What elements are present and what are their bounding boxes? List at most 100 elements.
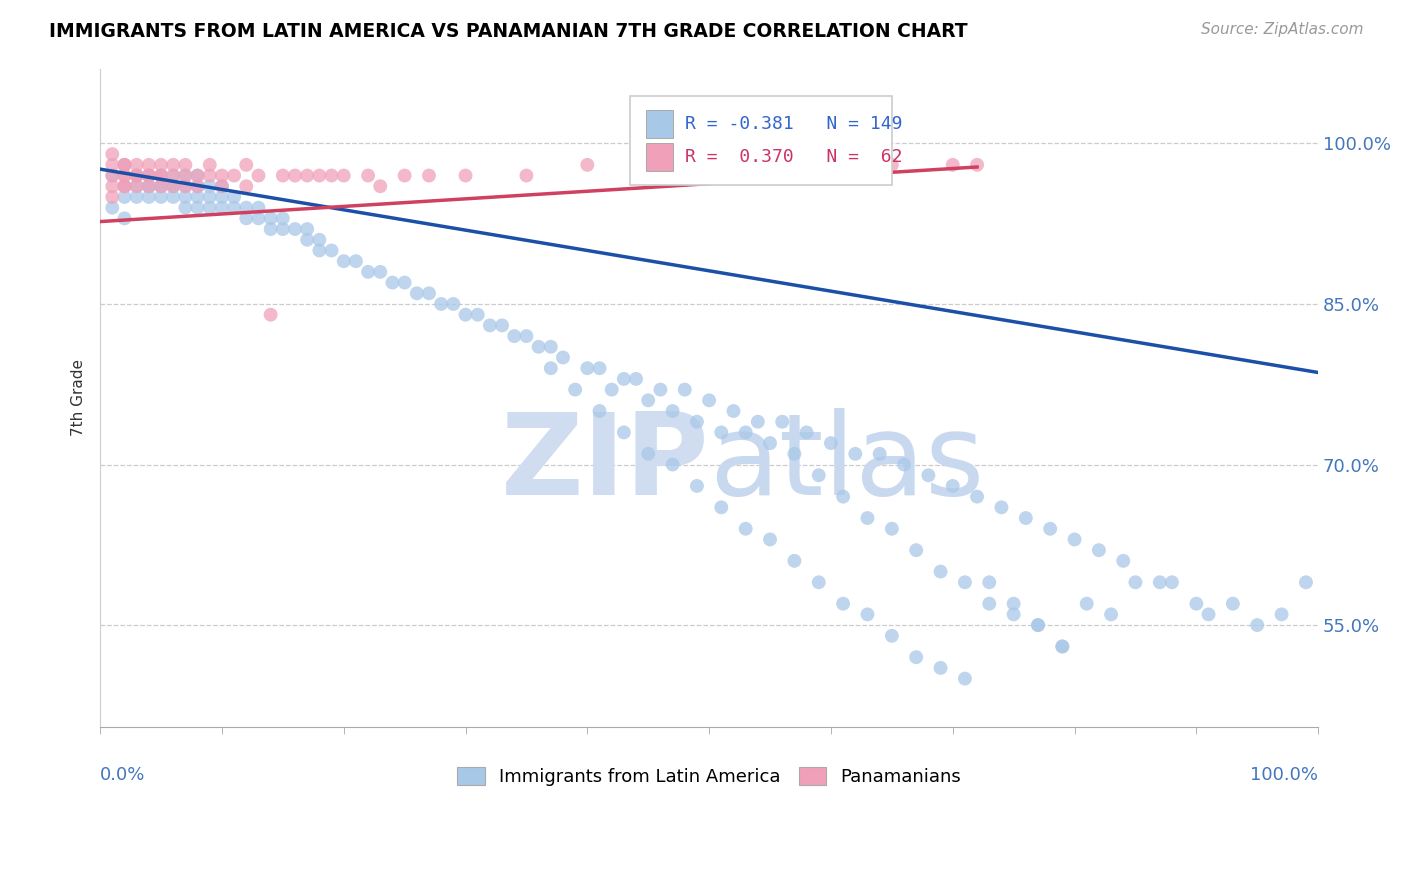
Point — [162, 158, 184, 172]
Point — [807, 575, 830, 590]
Point — [198, 169, 221, 183]
Point — [576, 158, 599, 172]
Point — [224, 190, 246, 204]
Y-axis label: 7th Grade: 7th Grade — [72, 359, 86, 436]
Point — [198, 190, 221, 204]
Point — [491, 318, 513, 333]
Point — [1063, 533, 1085, 547]
Point — [150, 158, 173, 172]
Point — [174, 158, 197, 172]
Point — [564, 383, 586, 397]
Point — [759, 169, 782, 183]
Point — [174, 201, 197, 215]
Point — [1026, 618, 1049, 632]
Point — [856, 607, 879, 622]
Point — [150, 190, 173, 204]
Point — [661, 404, 683, 418]
Point — [527, 340, 550, 354]
Point — [697, 158, 720, 172]
Point — [880, 522, 903, 536]
Point — [247, 169, 270, 183]
Point — [953, 672, 976, 686]
Point — [101, 169, 124, 183]
Point — [174, 169, 197, 183]
Point — [661, 458, 683, 472]
Point — [990, 500, 1012, 515]
Point — [966, 158, 988, 172]
Point — [308, 169, 330, 183]
Point — [820, 169, 842, 183]
Point — [138, 169, 160, 183]
Point — [247, 211, 270, 226]
Point — [125, 169, 148, 183]
Point — [759, 436, 782, 450]
Point — [150, 179, 173, 194]
Point — [211, 190, 233, 204]
Point — [1052, 640, 1074, 654]
Point — [198, 201, 221, 215]
Point — [114, 211, 136, 226]
Point — [368, 265, 391, 279]
Point — [796, 425, 818, 440]
Point — [235, 211, 257, 226]
Point — [1271, 607, 1294, 622]
Point — [515, 329, 537, 343]
Point — [807, 468, 830, 483]
Point — [686, 415, 709, 429]
Point — [187, 190, 209, 204]
Text: atlas: atlas — [709, 408, 984, 519]
Point — [673, 383, 696, 397]
Point — [174, 190, 197, 204]
FancyBboxPatch shape — [645, 143, 672, 170]
Point — [394, 276, 416, 290]
Point — [271, 211, 294, 226]
Point — [162, 169, 184, 183]
Point — [1198, 607, 1220, 622]
FancyBboxPatch shape — [630, 96, 891, 185]
Point — [224, 201, 246, 215]
Point — [101, 147, 124, 161]
Point — [125, 169, 148, 183]
Point — [138, 179, 160, 194]
Point — [187, 169, 209, 183]
Text: ZIP: ZIP — [501, 408, 709, 519]
Point — [783, 447, 806, 461]
Point — [710, 500, 733, 515]
Point — [138, 169, 160, 183]
Point — [125, 169, 148, 183]
Point — [150, 169, 173, 183]
Point — [308, 233, 330, 247]
Point — [1076, 597, 1098, 611]
Point — [734, 425, 756, 440]
Point — [588, 361, 610, 376]
Point — [979, 575, 1001, 590]
Point — [198, 179, 221, 194]
Point — [1149, 575, 1171, 590]
Point — [467, 308, 489, 322]
Point — [125, 190, 148, 204]
Point — [150, 169, 173, 183]
Point — [174, 179, 197, 194]
Point — [114, 190, 136, 204]
Point — [247, 201, 270, 215]
Point — [114, 169, 136, 183]
Point — [138, 179, 160, 194]
Point — [551, 351, 574, 365]
Point — [454, 169, 477, 183]
Point — [150, 169, 173, 183]
Point — [271, 169, 294, 183]
Point — [917, 468, 939, 483]
Point — [1052, 640, 1074, 654]
Point — [820, 436, 842, 450]
Point — [308, 244, 330, 258]
Point — [101, 169, 124, 183]
Point — [224, 169, 246, 183]
Point — [441, 297, 464, 311]
Point — [332, 169, 354, 183]
Point — [321, 169, 343, 183]
Point — [880, 158, 903, 172]
Point — [114, 179, 136, 194]
Point — [211, 169, 233, 183]
Point — [1026, 618, 1049, 632]
Text: IMMIGRANTS FROM LATIN AMERICA VS PANAMANIAN 7TH GRADE CORRELATION CHART: IMMIGRANTS FROM LATIN AMERICA VS PANAMAN… — [49, 22, 967, 41]
